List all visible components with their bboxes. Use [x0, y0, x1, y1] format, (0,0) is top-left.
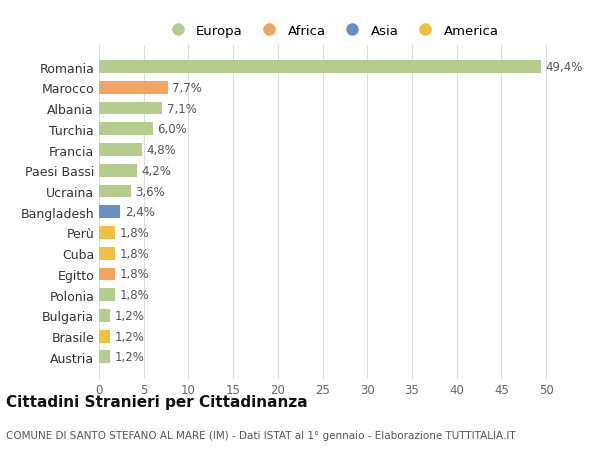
Bar: [99, 268, 115, 281]
Bar: [99, 102, 163, 115]
Text: 6,0%: 6,0%: [157, 123, 187, 136]
Bar: [99, 227, 115, 240]
Text: 1,8%: 1,8%: [119, 226, 149, 240]
Text: Cittadini Stranieri per Cittadinanza: Cittadini Stranieri per Cittadinanza: [6, 394, 308, 409]
Bar: [99, 206, 121, 218]
Text: 4,8%: 4,8%: [146, 144, 176, 157]
Text: 1,8%: 1,8%: [119, 247, 149, 260]
Bar: [99, 123, 152, 136]
Bar: [99, 289, 115, 302]
Bar: [99, 309, 110, 322]
Text: 3,6%: 3,6%: [136, 185, 166, 198]
Text: 1,8%: 1,8%: [119, 289, 149, 302]
Text: 1,2%: 1,2%: [114, 309, 144, 322]
Bar: [99, 351, 110, 364]
Bar: [99, 247, 115, 260]
Text: 1,2%: 1,2%: [114, 330, 144, 343]
Legend: Europa, Africa, Asia, America: Europa, Africa, Asia, America: [159, 19, 504, 43]
Bar: [99, 61, 541, 74]
Bar: [99, 144, 142, 157]
Text: COMUNE DI SANTO STEFANO AL MARE (IM) - Dati ISTAT al 1° gennaio - Elaborazione T: COMUNE DI SANTO STEFANO AL MARE (IM) - D…: [6, 431, 515, 440]
Text: 2,4%: 2,4%: [125, 206, 155, 219]
Bar: [99, 330, 110, 343]
Text: 7,7%: 7,7%: [172, 82, 202, 95]
Text: 1,2%: 1,2%: [114, 351, 144, 364]
Bar: [99, 185, 131, 198]
Text: 4,2%: 4,2%: [141, 164, 171, 177]
Bar: [99, 82, 168, 95]
Text: 7,1%: 7,1%: [167, 102, 197, 115]
Text: 49,4%: 49,4%: [545, 61, 583, 74]
Bar: [99, 164, 137, 177]
Text: 1,8%: 1,8%: [119, 268, 149, 281]
